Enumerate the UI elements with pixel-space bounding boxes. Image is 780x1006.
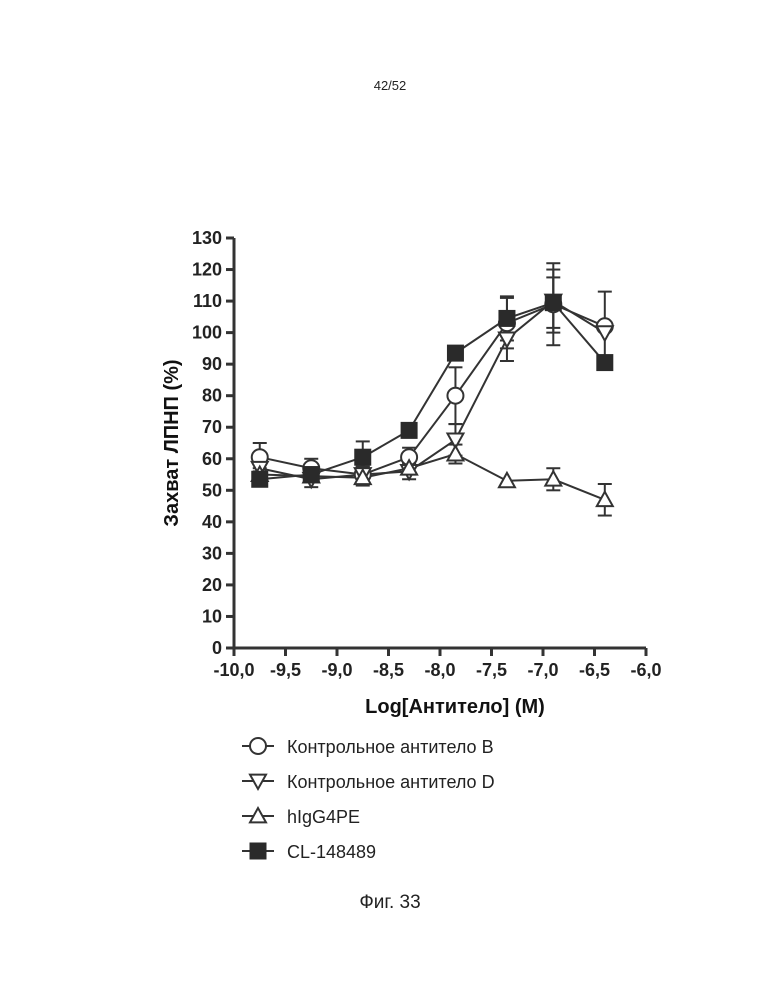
x-tick-label: -6,5 (579, 660, 610, 680)
x-tick-label: -7,5 (476, 660, 507, 680)
legend-label: hIgG4PE (287, 807, 360, 827)
square-marker (250, 843, 266, 859)
square-marker (303, 467, 319, 483)
y-tick-label: 100 (192, 323, 222, 343)
square-marker (252, 471, 268, 487)
square-marker (597, 355, 613, 371)
y-tick-label: 130 (192, 228, 222, 248)
y-tick-label: 0 (212, 638, 222, 658)
figure-caption: Фиг. 33 (0, 892, 780, 914)
y-tick-label: 80 (202, 386, 222, 406)
x-tick-label: -6,0 (630, 660, 661, 680)
square-marker (401, 422, 417, 438)
triangle-down-marker (597, 326, 613, 340)
y-tick-label: 20 (202, 575, 222, 595)
y-tick-label: 10 (202, 606, 222, 626)
square-marker (499, 310, 515, 326)
triangle-up-marker (447, 446, 463, 460)
y-tick-label: 50 (202, 480, 222, 500)
y-tick-label: 30 (202, 543, 222, 563)
x-tick-label: -9,0 (321, 660, 352, 680)
y-tick-label: 60 (202, 449, 222, 469)
y-axis-title: Захват ЛПНП (%) (161, 359, 183, 526)
x-tick-label: -9,5 (270, 660, 301, 680)
square-marker (355, 449, 371, 465)
legend-label: CL-148489 (287, 842, 376, 862)
circle-marker (250, 738, 266, 754)
x-tick-label: -8,0 (424, 660, 455, 680)
circle-marker (447, 388, 463, 404)
data-markers (252, 295, 613, 507)
x-tick-label: -8,5 (373, 660, 404, 680)
square-marker (447, 345, 463, 361)
x-tick-label: -10,0 (213, 660, 254, 680)
legend-label: Контрольное антитело D (287, 772, 495, 792)
ldl-uptake-chart: 0 10 20 30 40 50 60 70 80 90 100 110 120 130 -10,0 -9,5… (0, 0, 780, 880)
triangle-up-marker (597, 492, 613, 506)
y-tick-label: 90 (202, 354, 222, 374)
y-tick-label: 70 (202, 417, 222, 437)
legend-label: Контрольное антитело B (287, 737, 494, 757)
x-axis-title: Log[Антитело] (M) (365, 696, 545, 718)
legend: Контрольное антитело B Контрольное антите… (242, 737, 495, 862)
square-marker (545, 295, 561, 311)
y-tick-label: 110 (193, 291, 222, 311)
axes (226, 238, 646, 656)
x-tick-label: -7,0 (527, 660, 558, 680)
y-tick-label: 120 (192, 260, 222, 280)
y-tick-label: 40 (202, 512, 222, 532)
